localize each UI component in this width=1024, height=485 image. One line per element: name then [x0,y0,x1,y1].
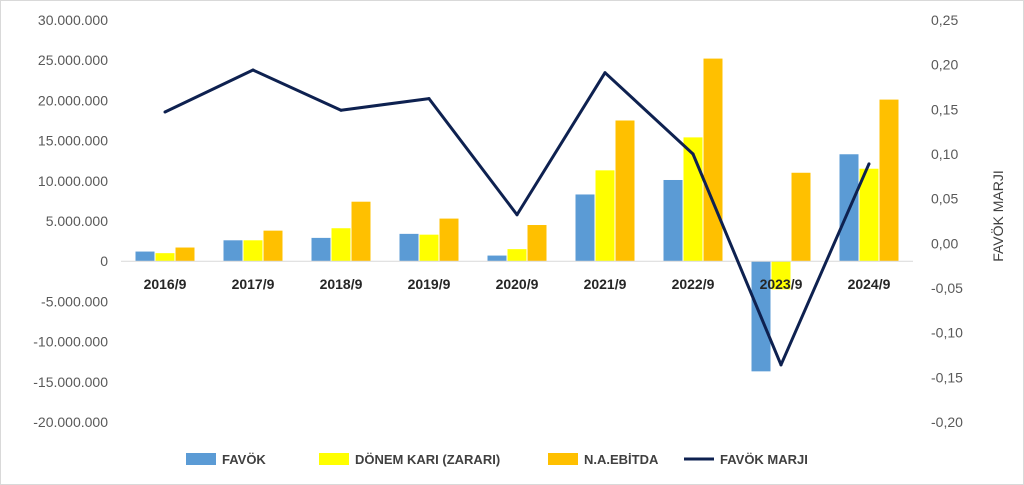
left-tick-label: -5.000.000 [41,293,108,309]
bar-2-2023-9 [771,261,791,290]
line-point [251,68,255,72]
bar-1-2022-9 [663,179,683,262]
category-labels-layer: 2016/9 2017/9 2018/9 2019/9 2020/9 2021/9 2022… [144,276,891,292]
left-tick-label: -15.000.000 [33,374,108,390]
bar-2-2017-9 [243,240,263,262]
line-series-favok-marji [164,68,871,367]
right-tick-label: 0,10 [931,146,958,162]
right-tick-label: 0,20 [931,57,958,73]
bar-3-2019-9 [439,218,459,262]
left-tick-label: 10.000.000 [38,173,108,189]
category-label: 2018/9 [320,276,363,292]
line-point [779,363,783,367]
left-tick-label: 15.000.000 [38,133,108,149]
bar-1-2016-9 [135,251,155,262]
line-layer [163,68,871,367]
legend-label: FAVÖK [222,452,266,467]
legend: FAVÖK DÖNEM KARI (ZARARI) N.A.EBİTDA FAVÖK … [186,452,808,467]
bar-2-2019-9 [419,234,439,262]
right-tick-label: -0,20 [931,414,963,430]
left-axis-ticks: -20.000.000 -15.000.000 -10.000.000 -5.000.… [33,12,108,430]
category-label: 2019/9 [408,276,451,292]
legend-swatch [186,453,216,465]
left-tick-label: 30.000.000 [38,12,108,28]
line-point [603,71,607,75]
right-tick-label: 0,00 [931,235,958,251]
bar-3-2022-9 [703,58,723,262]
right-tick-label: 0,05 [931,191,958,207]
right-tick-label: 0,15 [931,101,958,117]
legend-swatch [319,453,349,465]
right-tick-label: -0,05 [931,280,963,296]
left-tick-label: -10.000.000 [33,334,108,350]
left-tick-label: -20.000.000 [33,414,108,430]
legend-label: DÖNEM KARI (ZARARI) [355,452,500,467]
right-tick-label: 0,25 [931,12,958,28]
line-point [163,110,167,114]
category-label: 2022/9 [672,276,715,292]
bar-2-2016-9 [155,253,175,262]
bar-1-2019-9 [399,233,419,262]
legend-label: FAVÖK MARJI [720,452,808,467]
bar-2-2021-9 [595,170,615,262]
legend-swatch [548,453,578,465]
legend-label: N.A.EBİTDA [584,452,659,467]
line-point [427,97,431,101]
left-tick-label: 25.000.000 [38,52,108,68]
bar-3-2016-9 [175,247,195,262]
bar-1-2018-9 [311,237,331,262]
right-axis-ticks: -0,20 -0,15 -0,10 -0,05 0,00 0,05 0,10 0,15 0,20… [931,12,963,430]
bar-2-2020-9 [507,249,527,262]
bar-1-2021-9 [575,194,595,262]
category-label: 2023/9 [760,276,803,292]
bar-3-2023-9 [791,172,811,262]
bar-2-2018-9 [331,228,351,262]
line-point [515,213,519,217]
bar-3-2021-9 [615,120,635,262]
bars-layer [135,58,899,372]
bar-3-2017-9 [263,230,283,262]
bar-3-2024-9 [879,99,899,262]
category-label: 2017/9 [232,276,275,292]
category-label: 2021/9 [584,276,627,292]
bar-2-2024-9 [859,168,879,262]
line-point [867,162,871,166]
category-label: 2020/9 [496,276,539,292]
line-point [339,108,343,112]
right-axis-title: FAVÖK MARJI [989,170,1006,262]
bar-1-2020-9 [487,255,507,262]
right-tick-label: -0,10 [931,325,963,341]
category-label: 2016/9 [144,276,187,292]
right-tick-label: -0,15 [931,369,963,385]
bar-3-2020-9 [527,225,547,262]
left-tick-label: 5.000.000 [46,213,108,229]
line-point [691,152,695,156]
left-tick-label: 20.000.000 [38,92,108,108]
left-tick-label: 0 [100,253,108,269]
bar-1-2017-9 [223,240,243,262]
bar-3-2018-9 [351,201,371,262]
category-label: 2024/9 [848,276,891,292]
